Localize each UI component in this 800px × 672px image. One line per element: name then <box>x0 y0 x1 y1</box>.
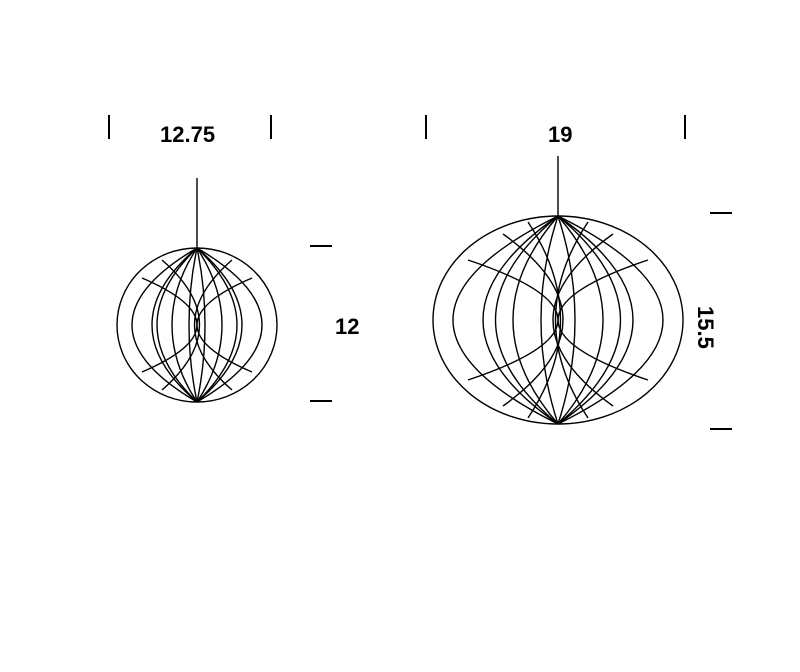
large-height-tick-bottom <box>710 428 732 430</box>
small-height-tick-top <box>310 245 332 247</box>
small-width-tick-right <box>270 115 272 139</box>
pendant-small <box>117 178 277 408</box>
small-width-tick-left <box>108 115 110 139</box>
large-width-tick-left <box>425 115 427 139</box>
small-height-label: 12 <box>335 314 359 340</box>
large-width-label: 19 <box>548 122 572 148</box>
large-height-tick-top <box>710 212 732 214</box>
dimension-diagram: 12.75 12 19 <box>0 0 800 672</box>
small-width-label: 12.75 <box>160 122 215 148</box>
small-height-tick-bottom <box>310 400 332 402</box>
large-height-label: 15.5 <box>692 306 718 349</box>
pendant-large <box>433 156 683 426</box>
large-width-tick-right <box>684 115 686 139</box>
